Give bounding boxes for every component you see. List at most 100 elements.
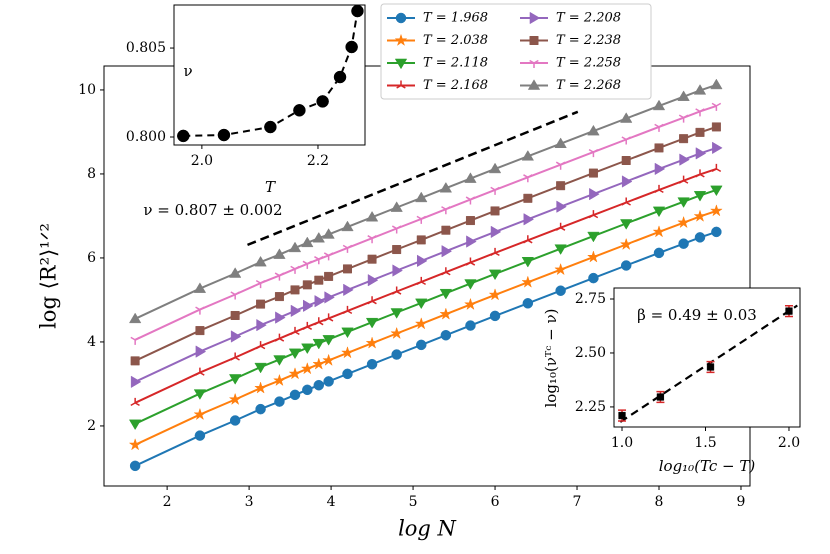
marker [312,357,326,370]
marker [129,460,141,472]
marker [342,305,353,315]
marker [128,419,142,431]
marker [303,299,314,313]
marker [652,225,666,238]
marker [193,282,207,293]
marker [679,134,689,144]
legend-marker [527,79,541,90]
marker [711,102,722,111]
series-line [134,188,717,425]
marker [322,353,336,366]
legend-marker [529,11,541,25]
marker [324,291,335,304]
marker [366,359,378,370]
marker [229,415,241,426]
marker [365,317,379,329]
marker [414,317,428,330]
marker [128,312,142,324]
marker [254,362,267,374]
marker [588,148,599,158]
marker [365,336,379,349]
marker [490,206,500,216]
marker [341,327,354,339]
marker [351,4,364,18]
marker [711,226,722,238]
marker [706,363,715,371]
marker [301,236,314,248]
marker [677,90,690,101]
marker [711,122,721,132]
marker [228,392,242,405]
marker [416,339,427,351]
reference-line [247,110,579,247]
marker [193,407,207,421]
marker [274,292,284,302]
marker [314,275,324,285]
marker [392,264,403,277]
marker [465,257,476,266]
marker [712,141,723,155]
marker [465,216,475,226]
x-tick-label: 2 [163,494,172,510]
x-tick-label: 6 [491,494,500,510]
marker [255,341,266,350]
marker [230,330,242,343]
marker [130,397,140,406]
marker [678,238,689,249]
marker [128,438,142,451]
legend-marker [529,36,539,45]
marker [390,201,403,212]
marker [677,197,690,208]
marker [255,403,266,415]
marker [620,260,632,271]
marker [620,219,633,230]
marker [588,210,599,219]
marker [314,256,324,265]
marker [439,288,453,300]
marker [302,260,313,269]
marker [710,78,723,90]
marker [230,310,240,320]
y-axis-label: ν [183,62,192,80]
marker [230,291,240,300]
marker [195,306,205,315]
marker [556,181,566,191]
marker [654,162,666,176]
marker [656,393,665,401]
marker [367,274,379,287]
marker [695,108,705,117]
legend-marker [394,33,408,47]
marker [587,231,600,243]
x-axis-label: log N [398,517,456,541]
y-tick-label: 6 [87,250,96,266]
y-axis-label: log ⟨R²⟩¹ᐟ² [37,223,61,329]
marker [195,367,205,376]
marker [274,333,285,342]
marker [490,186,500,195]
marker [313,380,325,391]
legend-label: T = 2.208 [556,11,621,26]
marker [693,191,707,202]
marker [345,40,358,54]
marker [322,228,335,239]
marker [695,147,707,160]
marker [255,279,266,289]
marker [554,244,567,255]
marker [555,161,566,170]
marker [391,286,402,295]
marker [555,222,566,231]
marker [587,124,600,136]
y-tick-label: 2 [87,418,96,434]
marker [710,185,723,197]
marker [785,307,793,315]
marker [416,276,426,286]
marker [677,215,691,229]
x-tick-label: 4 [327,494,336,510]
marker [290,304,302,318]
marker [621,197,631,206]
marker [415,298,428,310]
marker [464,279,477,290]
marker [288,348,302,360]
legend-label: T = 2.168 [423,78,488,93]
